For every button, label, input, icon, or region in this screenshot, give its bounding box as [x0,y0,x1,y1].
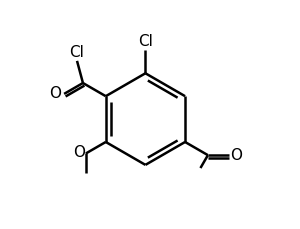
Text: O: O [230,148,242,163]
Text: O: O [73,145,85,160]
Text: O: O [50,86,61,101]
Text: Cl: Cl [138,34,153,49]
Text: Cl: Cl [70,45,85,60]
